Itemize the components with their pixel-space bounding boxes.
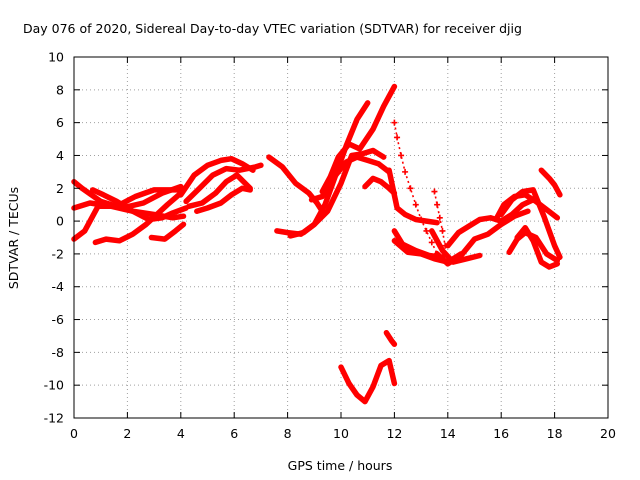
series-arc-5: [92, 190, 184, 246]
data-series: [71, 83, 563, 405]
y-tick-label: -2: [52, 246, 64, 261]
series-arc-11: [266, 154, 326, 214]
series-arc-22: [445, 197, 536, 249]
plus-marker: [434, 201, 441, 208]
plus-marker: [439, 227, 446, 234]
x-tick-label: 12: [386, 426, 402, 441]
x-tick-label: 18: [547, 426, 563, 441]
series-arc-24: [498, 187, 563, 260]
series-arc-29: [383, 329, 398, 347]
chart-title: Day 076 of 2020, Sidereal Day-to-day VTE…: [23, 21, 522, 36]
grid-lines: [74, 57, 608, 418]
series-arc-10: [194, 185, 253, 214]
plus-marker: [431, 188, 438, 195]
series-arc-4: [89, 187, 189, 223]
plus-marker: [434, 250, 441, 257]
series-arc-15: [319, 83, 398, 195]
plus-marker: [442, 242, 449, 249]
series-arc-3: [71, 187, 184, 242]
y-tick-label: -10: [44, 378, 64, 393]
y-tick-label: -4: [52, 279, 65, 294]
series-arc-13: [287, 147, 387, 239]
y-tick-label: 0: [56, 214, 64, 229]
plus-marker: [412, 201, 419, 208]
series-arc-21: [434, 208, 531, 267]
x-tick-label: 4: [177, 426, 185, 441]
x-tick-label: 6: [230, 426, 238, 441]
x-axis-label: GPS time / hours: [288, 458, 393, 473]
axis-tick-labels: 0 2 4 6 8 10 12 14 16 18 20 -12 -10 -8 -6 -4 -2 0 2 4 6 8 10: [44, 50, 616, 442]
series-arc-27: [538, 167, 563, 198]
x-tick-label: 0: [70, 426, 78, 441]
x-tick-label: 20: [600, 426, 616, 441]
series-arc-9: [186, 172, 253, 210]
y-tick-label: 2: [56, 181, 64, 196]
series-arc-28: [338, 357, 398, 405]
series-arc-17: [386, 167, 440, 226]
plus-marker: [391, 119, 398, 126]
y-tick-label: -6: [52, 312, 65, 327]
y-axis-label: SDTVAR / TECUs: [6, 187, 21, 289]
plus-marker: [418, 216, 425, 223]
plus-marker: [398, 152, 405, 159]
plus-marker: [407, 185, 414, 192]
y-tick-label: 4: [56, 148, 64, 163]
series-arc-30: [393, 122, 438, 255]
series-arc-6: [148, 221, 187, 242]
axis-ticks: [73, 56, 609, 419]
plus-marker: [394, 134, 401, 141]
y-tick-label: 10: [48, 50, 64, 65]
y-tick-label: -8: [52, 345, 65, 360]
series-arc-23: [493, 192, 561, 223]
x-tick-label: 10: [333, 426, 349, 441]
y-tick-label: 6: [56, 115, 64, 130]
series-arc-7: [178, 155, 256, 198]
x-tick-label: 14: [440, 426, 456, 441]
y-tick-label: -12: [44, 411, 64, 426]
plus-marker: [436, 214, 443, 221]
x-tick-label: 2: [123, 426, 131, 441]
x-tick-label: 8: [284, 426, 292, 441]
x-tick-label: 16: [493, 426, 509, 441]
y-tick-label: 8: [56, 82, 64, 97]
plus-marker: [423, 227, 430, 234]
series-arc-26: [506, 229, 561, 264]
series-arc-25: [514, 224, 561, 270]
series-arc-8: [183, 162, 264, 205]
plus-marker: [428, 239, 435, 246]
plus-marker: [402, 168, 409, 175]
